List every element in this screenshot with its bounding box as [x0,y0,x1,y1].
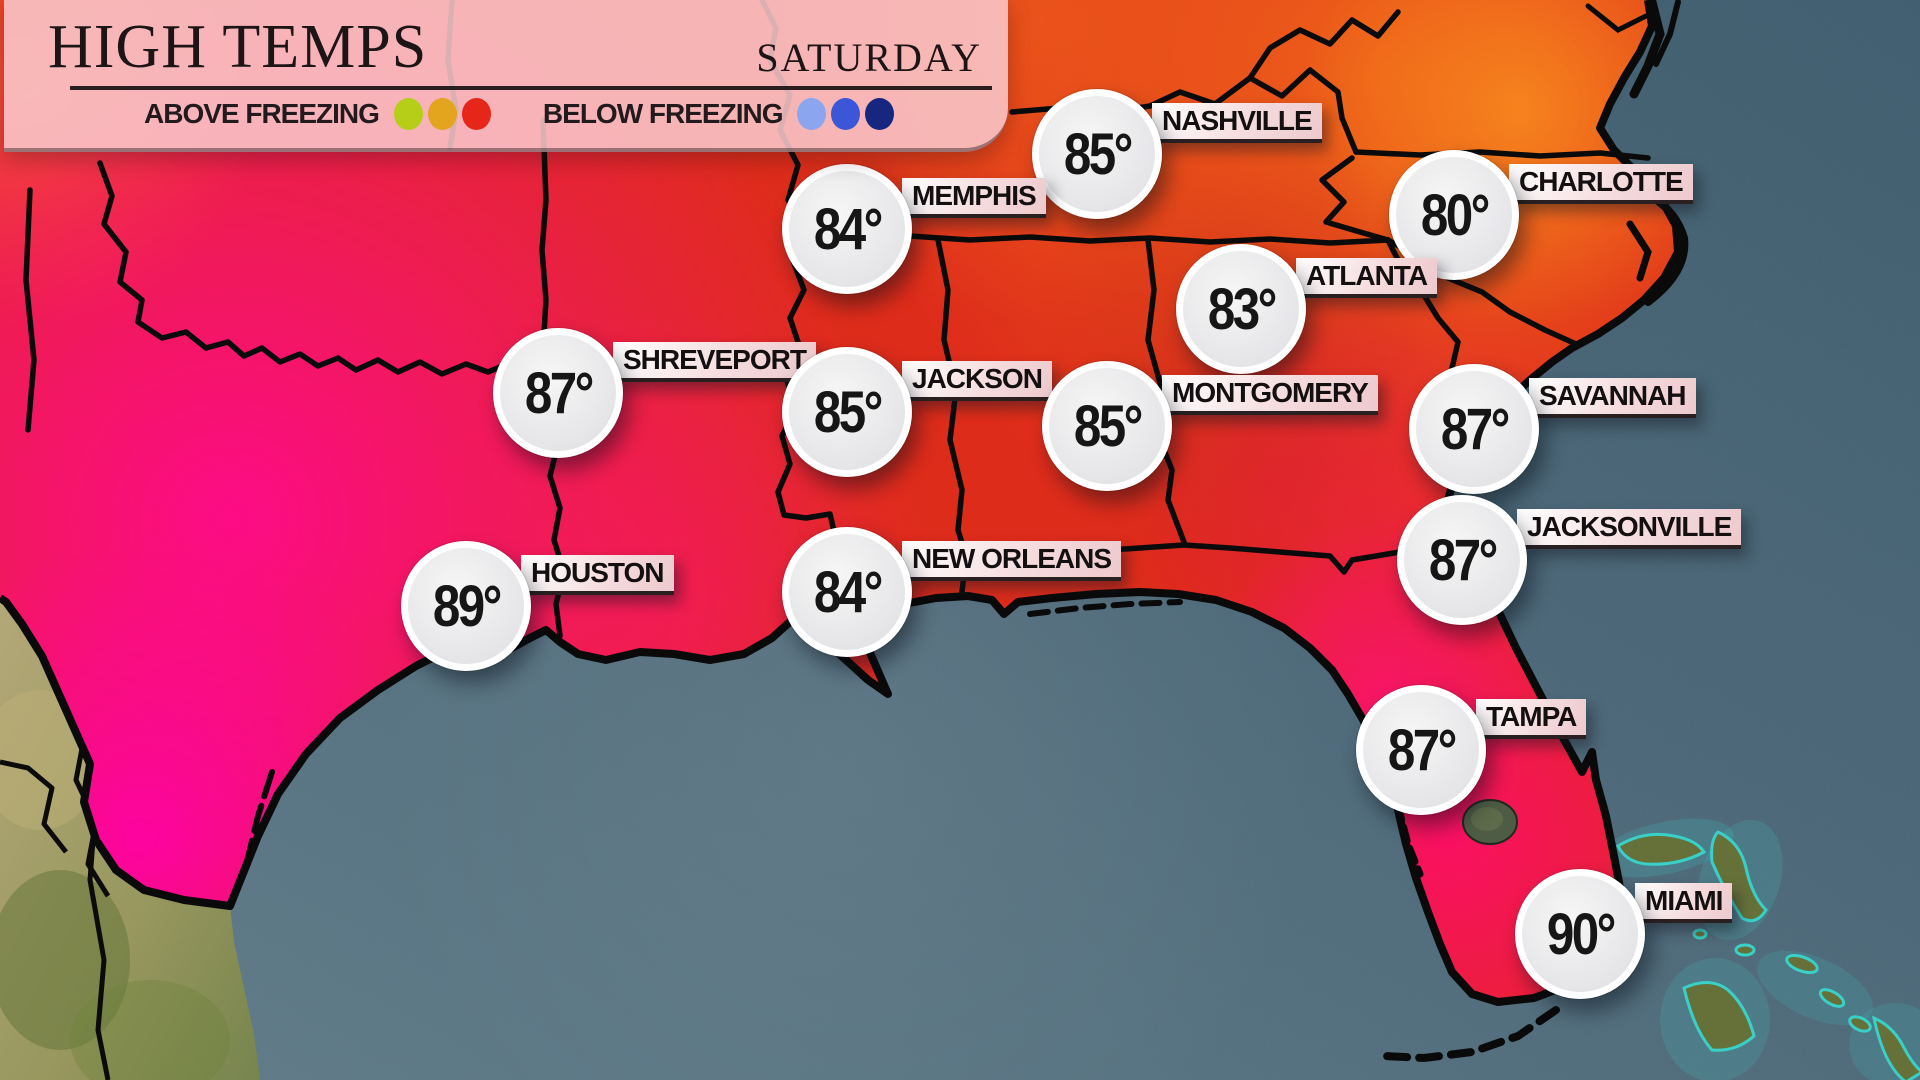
legend-above-freezing-label: ABOVE FREEZING [144,98,380,129]
city-label: SHREVEPORT [594,342,816,385]
title-underline [70,86,992,90]
temperature-badge: 84° [782,527,912,657]
temperature-value: 80° [1420,182,1490,248]
temperature-badge: 84° [782,164,912,294]
city-label: HOUSTON [502,555,674,598]
above-freezing-color-dots [389,98,491,130]
city-label: NEW ORLEANS [883,541,1121,584]
temperature-badge: 85° [1032,89,1162,219]
bahamas-islands [1596,818,1920,1080]
temperature-badge: 85° [1042,361,1172,491]
temperature-value: 85° [1073,393,1143,459]
temperature-badge: 85° [782,347,912,477]
city-name-text: ATLANTA [1306,260,1428,291]
temperature-badge: 87° [493,328,623,458]
legend-below-freezing-label: BELOW FREEZING [542,98,784,129]
city-name-text: JACKSONVILLE [1527,511,1732,542]
temperature-value: 87° [1387,717,1457,783]
city-name-text: JACKSON [912,363,1043,394]
temperature-legend: ABOVE FREEZING BELOW FREEZING [144,98,895,130]
header-panel: HIGH TEMPS SATURDAY ABOVE FREEZING BELOW… [4,0,1008,152]
below-freezing-color-dots [792,98,895,130]
temperature-value: 84° [813,559,883,625]
temperature-value: 90° [1546,901,1616,967]
city-label: ATLANTA [1277,258,1438,301]
city-name-text: NASHVILLE [1162,105,1313,136]
above-freezing-dot-1 [393,98,423,130]
lake-okeechobee [1462,799,1518,845]
temperature-badge: 83° [1176,244,1306,374]
below-freezing-dot-3 [865,98,895,130]
temperature-badge: 90° [1515,869,1645,999]
city-name-text: TAMPA [1486,701,1577,732]
city-name-text: CHARLOTTE [1519,166,1684,197]
temperature-value: 83° [1207,276,1277,342]
temperature-value: 89° [432,573,502,639]
city-label: CHARLOTTE [1490,164,1693,207]
city-name-text: MEMPHIS [912,180,1037,211]
below-freezing-dot-2 [831,98,861,130]
city-label: TAMPA [1457,699,1587,742]
above-freezing-dot-2 [427,98,457,130]
city-name-text: MIAMI [1645,885,1723,916]
temperature-value: 87° [1440,396,1510,462]
below-freezing-dot-1 [797,98,827,130]
temperature-badge: 89° [401,541,531,671]
temperature-value: 85° [1063,121,1133,187]
city-name-text: SAVANNAH [1539,380,1687,411]
temperature-value: 87° [524,360,594,426]
page-title: HIGH TEMPS [48,13,428,81]
temperature-value: 84° [813,196,883,262]
city-name-text: NEW ORLEANS [912,543,1112,574]
temperature-badge: 87° [1397,495,1527,625]
city-label: JACKSONVILLE [1498,509,1742,552]
city-label: MEMPHIS [883,178,1046,221]
forecast-day-label: SATURDAY [756,35,982,80]
temperature-badge: 87° [1356,685,1486,815]
temperature-value: 85° [813,379,883,445]
barrier-islands [243,0,1689,1063]
city-label: MIAMI [1616,883,1733,926]
city-name-text: HOUSTON [531,557,664,588]
temperature-value: 87° [1428,527,1498,593]
city-name-text: MONTGOMERY [1172,377,1369,408]
temperature-badge: 87° [1409,364,1539,494]
city-label: JACKSON [883,361,1052,404]
city-name-text: SHREVEPORT [623,344,807,375]
city-label: MONTGOMERY [1143,375,1378,418]
city-label: NASHVILLE [1133,103,1322,146]
city-label: SAVANNAH [1510,378,1696,421]
above-freezing-dot-3 [461,98,491,130]
